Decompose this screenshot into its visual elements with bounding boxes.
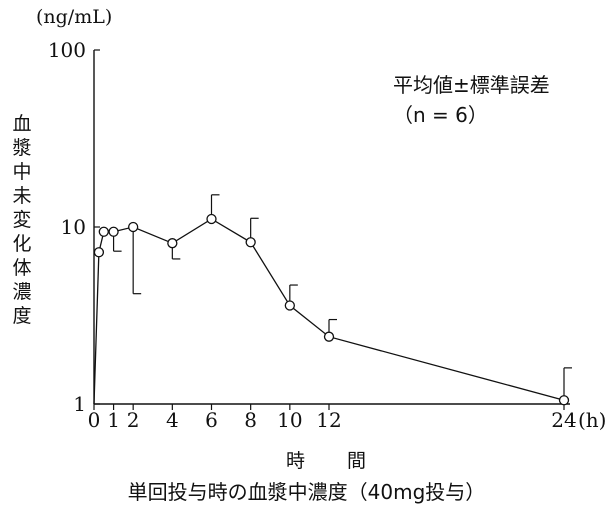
y-axis-label-char: 漿 xyxy=(12,137,32,159)
y-axis-label-char: 化 xyxy=(12,233,32,255)
data-point xyxy=(108,226,119,237)
x-tick-label: 6 xyxy=(205,408,218,432)
x-tick-label: 2 xyxy=(127,408,140,432)
y-axis-label-char: 度 xyxy=(12,305,32,327)
y-tick-label: 10 xyxy=(61,215,86,239)
legend: 平均値±標準誤差 （n = 6） xyxy=(393,70,550,130)
data-point xyxy=(284,300,295,311)
y-axis-label-char: 変 xyxy=(12,209,32,231)
legend-line-2: （n = 6） xyxy=(393,103,488,127)
y-axis-label-char: 未 xyxy=(12,185,32,207)
y-axis-label-char: 濃 xyxy=(12,281,32,303)
series-lines xyxy=(93,218,565,405)
data-points xyxy=(93,213,570,406)
x-tick-label: 10 xyxy=(277,408,302,432)
x-tick-label: 24 xyxy=(551,408,576,432)
y-axis-label-char: 体 xyxy=(12,257,32,279)
data-point xyxy=(245,237,256,248)
series-line xyxy=(93,218,565,405)
y-axis-label-char: 血 xyxy=(12,113,32,135)
x-tick-label: 8 xyxy=(244,408,257,432)
y-axis-label: 血漿中未変化体濃度 xyxy=(10,112,34,328)
data-point xyxy=(558,395,570,406)
x-unit-label: (h) xyxy=(578,408,607,432)
y-axis-label-char: 中 xyxy=(12,161,32,183)
x-tick-label: 0 xyxy=(88,408,101,432)
legend-line-1: 平均値±標準誤差 xyxy=(393,73,550,97)
x-tick-label: 4 xyxy=(166,408,179,432)
data-point xyxy=(167,238,178,249)
data-point xyxy=(206,213,217,225)
data-point xyxy=(93,247,105,258)
y-tick-label: 1 xyxy=(73,392,86,416)
y-unit-label: (ng/mL) xyxy=(36,6,113,28)
data-point xyxy=(128,221,139,233)
chart-caption: 単回投与時の血漿中濃度（40mg投与） xyxy=(127,480,486,504)
x-tick-label: 12 xyxy=(316,408,341,432)
error-bars xyxy=(112,194,572,401)
data-point xyxy=(323,331,335,342)
x-axis-label: 時 間 xyxy=(286,450,385,472)
data-point xyxy=(98,226,109,237)
y-tick-label: 100 xyxy=(48,38,86,62)
x-tick-label: 1 xyxy=(107,408,120,432)
